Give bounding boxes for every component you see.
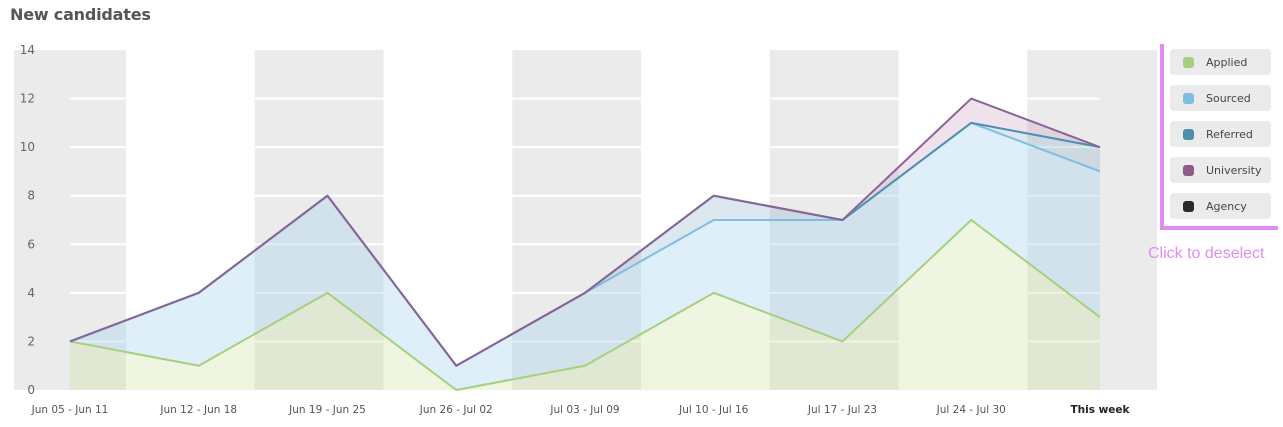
svg-text:Jun 12 - Jun 18: Jun 12 - Jun 18 <box>159 404 237 416</box>
legend-label: University <box>1206 163 1262 177</box>
legend-item-applied[interactable]: Applied <box>1170 49 1271 75</box>
legend-label: Referred <box>1206 127 1253 141</box>
x-axis: Jun 05 - Jun 11 Jun 12 - Jun 18 Jun 19 - J… <box>31 404 1131 416</box>
series-areas <box>70 98 1100 390</box>
legend-item-university[interactable]: University <box>1170 157 1271 183</box>
legend-label: Applied <box>1206 55 1248 69</box>
legend-label: Agency <box>1206 199 1247 213</box>
svg-text:6: 6 <box>27 237 35 251</box>
svg-text:Jun 19 - Jun 25: Jun 19 - Jun 25 <box>288 404 366 416</box>
svg-text:Jul 17 - Jul 23: Jul 17 - Jul 23 <box>807 404 877 416</box>
sourced-swatch-icon <box>1183 92 1194 104</box>
legend-label: Sourced <box>1206 91 1251 105</box>
university-area <box>70 98 1100 366</box>
university-line <box>69 97 1101 367</box>
agency-swatch-icon <box>1183 200 1194 212</box>
applied-swatch-icon <box>1183 56 1194 68</box>
referred-swatch-icon <box>1183 128 1194 140</box>
legend: Applied Sourced Referred University Agen… <box>1170 49 1271 229</box>
svg-text:4: 4 <box>27 286 35 300</box>
legend-highlight-bracket-bottom <box>1160 226 1278 230</box>
svg-text:2: 2 <box>27 334 35 348</box>
svg-text:Jun 26 - Jul 02: Jun 26 - Jul 02 <box>419 404 493 416</box>
series-lines <box>69 97 1101 391</box>
svg-text:Jul 24 - Jul 30: Jul 24 - Jul 30 <box>936 404 1006 416</box>
applied-line <box>69 219 1101 391</box>
legend-item-agency[interactable]: Agency <box>1170 193 1271 219</box>
svg-text:14: 14 <box>20 43 35 57</box>
svg-text:This week: This week <box>1070 404 1130 416</box>
svg-text:Jul 10 - Jul 16: Jul 10 - Jul 16 <box>678 404 749 416</box>
legend-item-sourced[interactable]: Sourced <box>1170 85 1271 111</box>
svg-text:10: 10 <box>20 140 35 154</box>
university-swatch-icon <box>1183 164 1194 176</box>
y-axis: 0 2 4 6 8 10 12 14 <box>20 43 35 397</box>
svg-text:Jun 05 - Jun 11: Jun 05 - Jun 11 <box>31 404 109 416</box>
sourced-area <box>70 122 1100 390</box>
chart-title: New candidates <box>10 5 151 24</box>
background-bands <box>14 50 1157 390</box>
deselect-hint: Click to deselect <box>1148 245 1265 262</box>
legend-item-referred[interactable]: Referred <box>1170 121 1271 147</box>
svg-text:12: 12 <box>20 92 35 106</box>
legend-highlight-bracket <box>1160 44 1164 230</box>
svg-text:8: 8 <box>27 189 35 203</box>
applied-area <box>70 220 1100 390</box>
svg-text:0: 0 <box>27 383 35 397</box>
svg-text:Jul 03 - Jul 09: Jul 03 - Jul 09 <box>549 404 619 416</box>
